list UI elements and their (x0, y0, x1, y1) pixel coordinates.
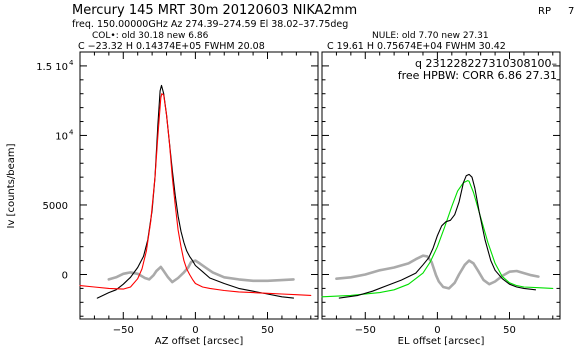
left-y-tick-label: 10 (55, 131, 68, 142)
right-x-axis-label: EL offset [arcsec] (398, 336, 485, 347)
left-y-tick-label: 0 (62, 271, 68, 282)
right-axis-ticks: −50 0 50 (321, 51, 560, 336)
left-x-tick-label: −50 (113, 325, 134, 336)
left-series-line-0 (107, 259, 295, 284)
header-rp-label: RP (538, 6, 551, 17)
header-frequency-line: freq. 150.00000GHz Az 274.39–274.59 El 3… (72, 19, 348, 30)
right-hpbw-line: free HPBW: CORR 6.86 27.31 (398, 69, 557, 82)
left-y-tick-label: 1.5 10 (36, 62, 68, 73)
right-x-tick-label: −50 (355, 325, 376, 336)
right-panel: −50 0 50 q 231228227310308100– free HPBW: … (321, 51, 561, 347)
right-plot-frame (321, 51, 561, 320)
right-x-tick-label: 0 (434, 325, 440, 336)
left-series-line-1 (96, 84, 295, 299)
left-y-tick-exponent: 4 (69, 128, 74, 136)
right-q-line: q 231228227310308100– (415, 57, 557, 70)
right-series-line-2 (338, 173, 537, 299)
left-plot-frame (79, 51, 319, 320)
left-y-axis-label: Iv [counts/beam] (6, 143, 17, 228)
left-series-group (79, 84, 312, 299)
left-y-tick-exponent: 4 (69, 59, 74, 67)
left-x-axis-label: AZ offset [arcsec] (155, 336, 244, 347)
left-series-line-2 (79, 93, 312, 296)
header-nule-line: NULE: old 7.70 new 27.31 (372, 31, 489, 41)
right-x-tick-label: 50 (503, 325, 516, 336)
right-series-line-1 (321, 180, 554, 298)
header-col-line: COL•: old 30.18 new 6.86 (92, 31, 209, 41)
left-x-tick-label: 0 (192, 325, 198, 336)
header-title: Mercury 145 MRT 30m 20120603 NIKA2mm (72, 3, 357, 18)
left-x-tick-label: 50 (261, 325, 274, 336)
right-fit-line: C 19.61 H 0.75674E+04 FWHM 30.42 (327, 41, 506, 52)
header-rp-value: 7 (568, 6, 574, 17)
left-y-tick-label: 5000 (43, 201, 68, 212)
left-fit-line: C −23.32 H 0.14374E+05 FWHM 20.08 (78, 41, 265, 52)
right-series-group (321, 173, 554, 299)
right-series-line-0 (335, 254, 540, 290)
